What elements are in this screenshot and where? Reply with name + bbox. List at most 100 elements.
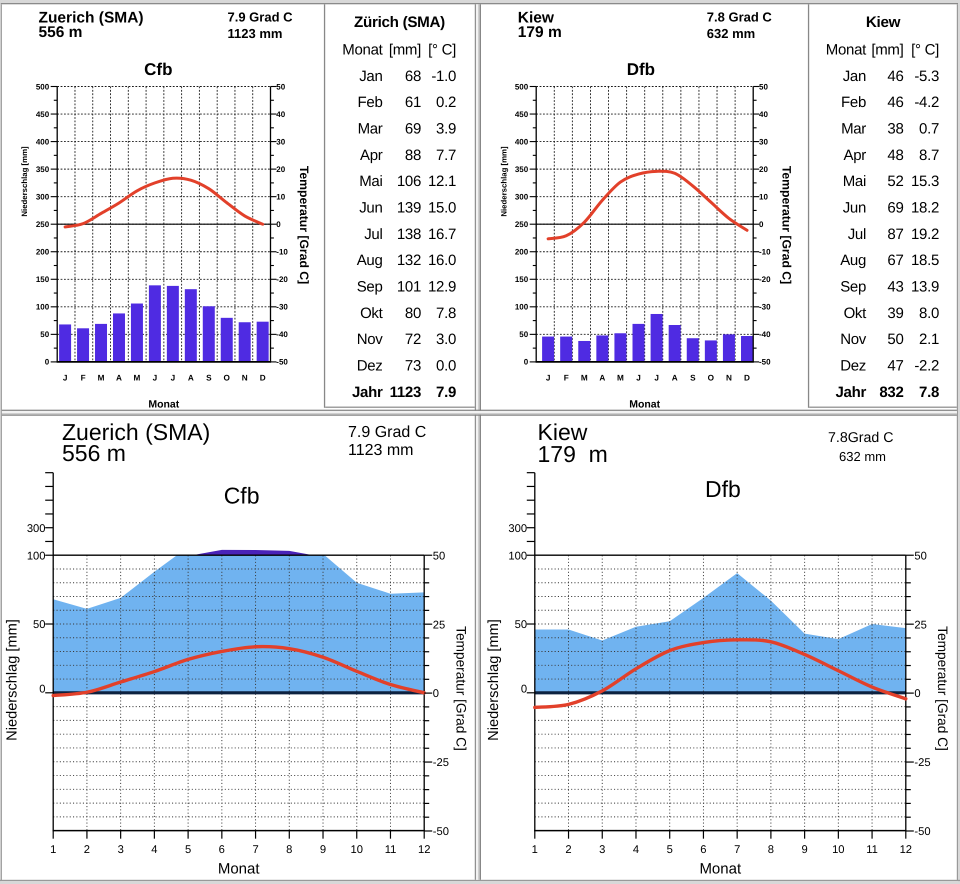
svg-text:12: 12 xyxy=(900,844,912,856)
svg-text:Dfb: Dfb xyxy=(705,476,741,502)
svg-text:7.8: 7.8 xyxy=(436,305,456,322)
svg-text:50: 50 xyxy=(33,619,45,631)
svg-text:7.8 Grad C: 7.8 Grad C xyxy=(707,10,773,25)
svg-text:O: O xyxy=(224,374,231,383)
svg-text:0: 0 xyxy=(914,688,920,700)
svg-text:250: 250 xyxy=(515,220,529,229)
svg-text:J: J xyxy=(654,374,659,383)
svg-text:132: 132 xyxy=(397,252,421,269)
svg-text:A: A xyxy=(599,374,605,383)
svg-text:46: 46 xyxy=(887,68,903,85)
svg-text:100: 100 xyxy=(508,550,527,562)
svg-text:400: 400 xyxy=(36,137,50,146)
svg-text:A: A xyxy=(672,374,678,383)
svg-text:1123 mm: 1123 mm xyxy=(348,442,414,459)
svg-text:40: 40 xyxy=(759,110,768,119)
svg-text:350: 350 xyxy=(36,165,50,174)
svg-text:-10: -10 xyxy=(759,248,771,257)
svg-text:50: 50 xyxy=(759,82,768,91)
svg-text:-4.2: -4.2 xyxy=(914,94,939,111)
svg-text:Jahr: Jahr xyxy=(836,384,867,401)
svg-text:5: 5 xyxy=(185,844,191,856)
svg-text:Jun: Jun xyxy=(843,200,866,217)
svg-text:100: 100 xyxy=(36,303,50,312)
svg-text:13.9: 13.9 xyxy=(911,279,939,296)
svg-text:10: 10 xyxy=(276,193,285,202)
svg-text:300: 300 xyxy=(515,193,529,202)
svg-text:50: 50 xyxy=(515,619,527,631)
svg-text:M: M xyxy=(581,374,588,383)
svg-text:556 m: 556 m xyxy=(62,440,126,466)
svg-text:100: 100 xyxy=(515,303,529,312)
svg-text:50: 50 xyxy=(433,550,445,562)
svg-text:0.7: 0.7 xyxy=(919,121,939,138)
svg-text:10: 10 xyxy=(759,193,768,202)
svg-text:69: 69 xyxy=(405,121,421,138)
svg-text:J: J xyxy=(171,374,176,383)
svg-text:3.9: 3.9 xyxy=(436,121,456,138)
svg-text:200: 200 xyxy=(36,248,50,257)
svg-text:Nov: Nov xyxy=(357,331,384,348)
svg-text:Temperatur [Grad C]: Temperatur [Grad C] xyxy=(454,626,469,751)
svg-text:-50: -50 xyxy=(914,826,930,838)
svg-text:Niederschlag [mm]: Niederschlag [mm] xyxy=(20,146,29,217)
svg-text:7: 7 xyxy=(252,844,258,856)
svg-text:0: 0 xyxy=(521,683,527,695)
svg-text:Okt: Okt xyxy=(844,305,868,322)
svg-text:38: 38 xyxy=(887,121,903,138)
svg-text:-10: -10 xyxy=(276,248,288,257)
svg-text:Kiew: Kiew xyxy=(866,14,901,31)
svg-text:632 mm: 632 mm xyxy=(707,26,755,41)
svg-text:7.9 Grad C: 7.9 Grad C xyxy=(228,10,294,25)
svg-text:S: S xyxy=(690,374,696,383)
svg-text:10: 10 xyxy=(832,844,844,856)
svg-text:88: 88 xyxy=(405,147,421,164)
svg-text:250: 250 xyxy=(36,220,50,229)
svg-text:12: 12 xyxy=(418,844,430,856)
svg-text:25: 25 xyxy=(914,619,926,631)
svg-text:A: A xyxy=(116,374,122,383)
svg-text:F: F xyxy=(81,374,86,383)
svg-text:Temperatur [Grad C]: Temperatur [Grad C] xyxy=(780,166,794,284)
svg-text:-25: -25 xyxy=(914,757,930,769)
svg-text:832: 832 xyxy=(879,384,903,401)
svg-text:Dez: Dez xyxy=(357,358,383,375)
svg-text:[mm]: [mm] xyxy=(871,42,903,59)
svg-text:1123: 1123 xyxy=(390,384,421,401)
svg-text:Kiew: Kiew xyxy=(518,10,555,27)
svg-text:19.2: 19.2 xyxy=(911,226,939,243)
svg-text:Dez: Dez xyxy=(840,358,866,375)
svg-text:J: J xyxy=(153,374,158,383)
svg-text:Jul: Jul xyxy=(848,226,866,243)
svg-text:-20: -20 xyxy=(759,275,771,284)
svg-text:Mar: Mar xyxy=(358,121,383,138)
svg-text:68: 68 xyxy=(405,68,421,85)
svg-text:80: 80 xyxy=(405,305,421,322)
svg-text:101: 101 xyxy=(397,279,421,296)
svg-text:Monat: Monat xyxy=(218,861,261,878)
svg-text:5: 5 xyxy=(667,844,673,856)
svg-text:11: 11 xyxy=(385,844,397,856)
svg-text:300: 300 xyxy=(508,523,527,535)
svg-text:7.9: 7.9 xyxy=(436,384,456,401)
svg-text:0: 0 xyxy=(276,220,281,229)
svg-text:-1.0: -1.0 xyxy=(431,68,456,85)
svg-text:7.8: 7.8 xyxy=(919,384,939,401)
svg-text:[° C]: [° C] xyxy=(911,42,939,59)
svg-text:Niederschlag [mm]: Niederschlag [mm] xyxy=(486,619,502,741)
svg-text:50: 50 xyxy=(887,331,903,348)
svg-text:Temperatur [Grad C]: Temperatur [Grad C] xyxy=(935,626,950,751)
svg-text:Okt: Okt xyxy=(360,305,384,322)
svg-text:Zuerich (SMA): Zuerich (SMA) xyxy=(39,10,144,27)
svg-text:52: 52 xyxy=(887,173,903,190)
svg-text:0: 0 xyxy=(39,683,45,695)
svg-text:50: 50 xyxy=(914,550,926,562)
svg-text:Monat: Monat xyxy=(629,399,660,411)
svg-text:Mai: Mai xyxy=(359,173,382,190)
svg-text:43: 43 xyxy=(887,279,903,296)
svg-text:F: F xyxy=(564,374,569,383)
svg-text:15.0: 15.0 xyxy=(428,200,456,217)
svg-text:400: 400 xyxy=(515,137,529,146)
svg-text:179 m: 179 m xyxy=(538,441,608,467)
svg-text:30: 30 xyxy=(759,137,768,146)
